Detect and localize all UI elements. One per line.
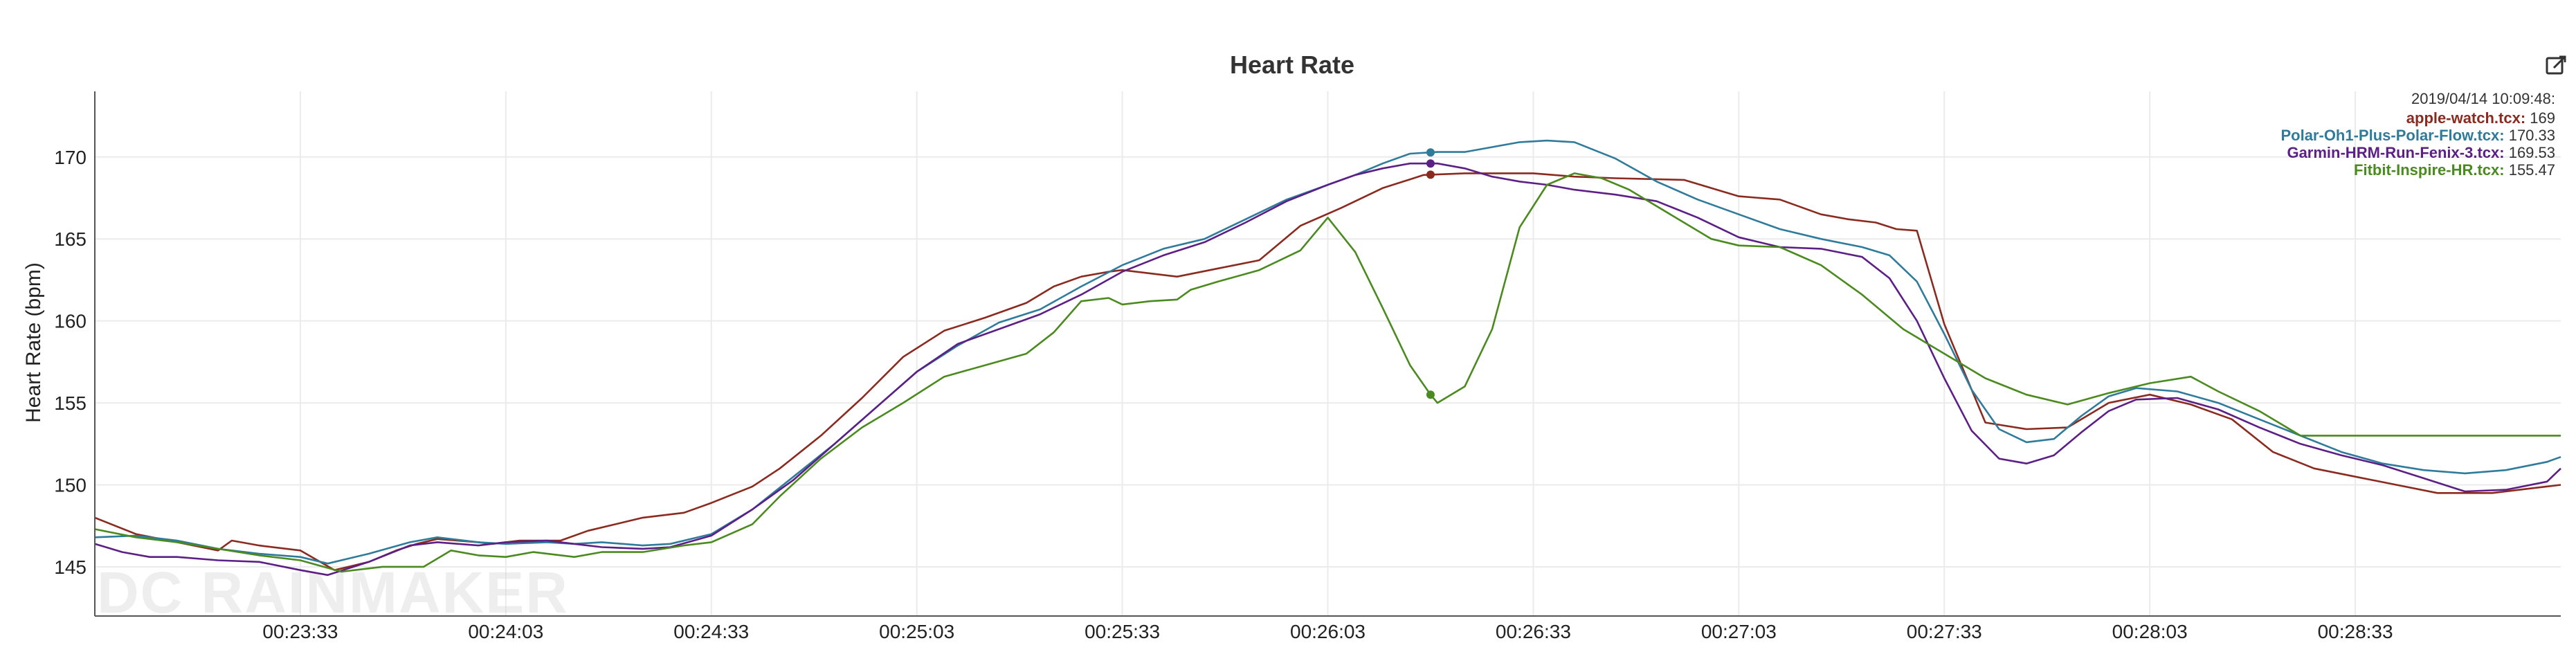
x-tick-label: 00:24:33 xyxy=(673,621,749,642)
legend-entry-3: Fitbit-Inspire-HR.tcx: 155.47 xyxy=(2354,161,2555,179)
legend-entry-0: apple-watch.tcx: 169 xyxy=(2406,109,2555,127)
series-line-2[interactable] xyxy=(94,162,2561,577)
y-tick-label: 145 xyxy=(54,556,87,578)
legend-entry-name: apple-watch.tcx: xyxy=(2406,109,2530,127)
legend-entry-value: 155.47 xyxy=(2509,161,2555,179)
legend-entry-value: 169 xyxy=(2530,109,2555,127)
x-tick-label: 00:25:03 xyxy=(879,621,954,642)
legend-entry-name: Garmin-HRM-Run-Fenix-3.tcx: xyxy=(2287,144,2508,161)
cursor-marker-0 xyxy=(1426,170,1435,179)
cursor-marker-3 xyxy=(1426,390,1435,399)
y-tick-label: 170 xyxy=(54,147,87,168)
y-tick-label: 160 xyxy=(54,311,87,332)
x-tick-label: 00:23:33 xyxy=(262,621,338,642)
x-tick-label: 00:28:33 xyxy=(2318,621,2393,642)
chart-title: Heart Rate xyxy=(1230,51,1354,79)
tooltip-legend: 2019/04/14 10:09:48: apple-watch.tcx: 16… xyxy=(2280,90,2555,179)
legend-entry-value: 169.53 xyxy=(2509,144,2555,161)
series-line-3[interactable] xyxy=(94,172,2561,573)
x-tick-label: 00:26:03 xyxy=(1290,621,1366,642)
x-tick-label: 00:28:03 xyxy=(2112,621,2188,642)
x-tick-label: 00:26:33 xyxy=(1496,621,1571,642)
legend-entry-2: Garmin-HRM-Run-Fenix-3.tcx: 169.53 xyxy=(2287,144,2555,161)
x-tick-label: 00:25:33 xyxy=(1085,621,1160,642)
series-lines[interactable] xyxy=(94,139,2561,577)
legend-entry-name: Polar-Oh1-Plus-Polar-Flow.tcx: xyxy=(2280,127,2508,144)
tick-labels: 145 150 155 160 165 170 00:23:33 00:24:03 00:24:… xyxy=(54,147,2393,642)
x-tick-label: 00:27:33 xyxy=(1907,621,1982,642)
watermark: DC RAINMAKER xyxy=(97,560,569,625)
y-tick-label: 150 xyxy=(54,475,87,496)
legend-entry-1: Polar-Oh1-Plus-Polar-Flow.tcx: 170.33 xyxy=(2280,127,2555,144)
y-axis-label: Heart Rate (bpm) xyxy=(22,262,45,423)
cursor-marker-2 xyxy=(1426,159,1435,168)
tooltip-timestamp: 2019/04/14 10:09:48: xyxy=(2411,90,2555,107)
x-tick-label: 00:24:03 xyxy=(468,621,543,642)
x-tick-label: 00:27:03 xyxy=(1701,621,1777,642)
series-line-1[interactable] xyxy=(94,139,2561,565)
tooltip-cursor-markers xyxy=(1426,148,1435,399)
y-tick-label: 155 xyxy=(54,392,87,414)
legend-entry-name: Fitbit-Inspire-HR.tcx: xyxy=(2354,161,2509,179)
legend-entry-value: 170.33 xyxy=(2509,127,2555,144)
y-tick-label: 165 xyxy=(54,228,87,250)
grid-lines xyxy=(95,91,2561,616)
axes xyxy=(94,91,2561,617)
export-icon[interactable] xyxy=(2546,55,2566,75)
cursor-marker-1 xyxy=(1426,148,1435,157)
